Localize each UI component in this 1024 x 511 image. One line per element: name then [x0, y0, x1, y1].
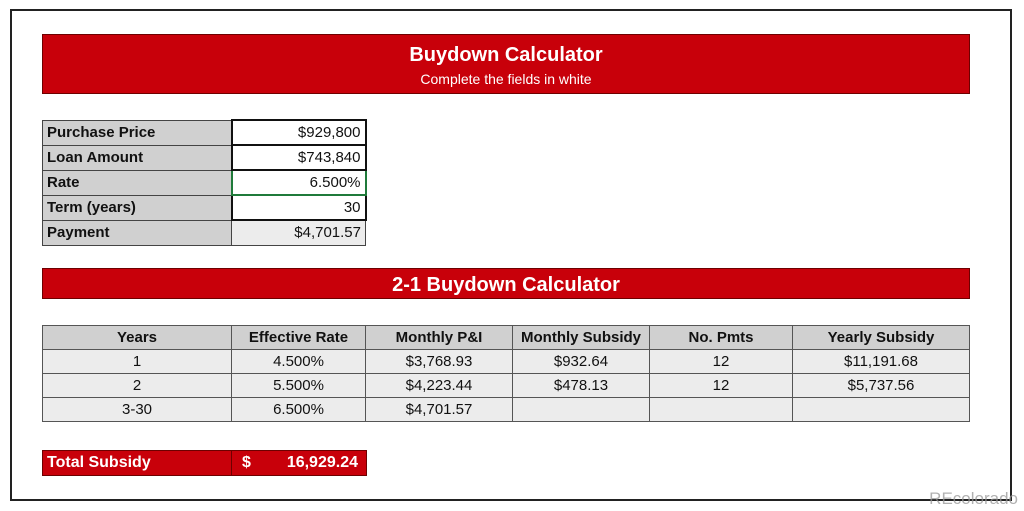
loan-amount-label: Loan Amount — [42, 144, 232, 171]
table-cell: 12 — [649, 373, 793, 398]
watermark: REcolorado — [929, 489, 1018, 508]
input-row-term: Term (years) 30 — [42, 194, 367, 221]
table-cell: 2 — [42, 373, 232, 398]
column-header-no-pmts: No. Pmts — [649, 325, 793, 350]
column-header-effective-rate: Effective Rate — [231, 325, 366, 350]
input-row-rate: Rate 6.500% — [42, 169, 367, 196]
buydown-header-row: Years Effective Rate Monthly P&I Monthly… — [42, 325, 970, 350]
inputs-table: Purchase Price $929,800 Loan Amount $743… — [42, 119, 367, 246]
input-row-loan-amount: Loan Amount $743,840 — [42, 144, 367, 171]
table-cell: $11,191.68 — [792, 349, 970, 374]
total-subsidy-amount: 16,929.24 — [286, 454, 358, 471]
table-cell: 3-30 — [42, 397, 232, 422]
payment-label: Payment — [42, 219, 232, 246]
table-row: 3-30 6.500% $4,701.57 — [42, 397, 970, 422]
column-header-monthly-pi: Monthly P&I — [365, 325, 513, 350]
purchase-price-label: Purchase Price — [42, 119, 232, 146]
table-cell — [649, 397, 793, 422]
buydown-title: 2-1 Buydown Calculator — [392, 274, 620, 296]
table-cell: 1 — [42, 349, 232, 374]
table-cell: 5.500% — [231, 373, 366, 398]
table-cell: $5,737.56 — [792, 373, 970, 398]
column-header-years: Years — [42, 325, 232, 350]
calculator-header: Buydown Calculator Complete the fields i… — [42, 34, 970, 94]
table-cell — [512, 397, 650, 422]
table-cell: $3,768.93 — [365, 349, 513, 374]
total-subsidy-value: $ 16,929.24 — [232, 451, 366, 475]
table-cell: 4.500% — [231, 349, 366, 374]
currency-symbol: $ — [242, 454, 251, 471]
total-subsidy: Total Subsidy $ 16,929.24 — [42, 450, 367, 476]
column-header-monthly-subsidy: Monthly Subsidy — [512, 325, 650, 350]
rate-label: Rate — [42, 169, 232, 196]
term-field[interactable]: 30 — [230, 194, 367, 221]
table-row: 2 5.500% $4,223.44 $478.13 12 $5,737.56 — [42, 373, 970, 398]
input-row-payment: Payment $4,701.57 — [42, 219, 366, 246]
buydown-header: 2-1 Buydown Calculator — [42, 268, 970, 299]
total-subsidy-label: Total Subsidy — [43, 451, 232, 475]
term-label: Term (years) — [42, 194, 232, 221]
input-row-purchase-price: Purchase Price $929,800 — [42, 119, 367, 146]
payment-value: $4,701.57 — [231, 219, 366, 246]
rate-field[interactable]: 6.500% — [230, 169, 367, 196]
loan-amount-field[interactable]: $743,840 — [230, 144, 367, 171]
table-cell: $4,223.44 — [365, 373, 513, 398]
table-cell: 6.500% — [231, 397, 366, 422]
table-cell: $478.13 — [512, 373, 650, 398]
calculator-subtitle: Complete the fields in white — [420, 71, 592, 87]
column-header-yearly-subsidy: Yearly Subsidy — [792, 325, 970, 350]
table-cell — [792, 397, 970, 422]
table-cell: $932.64 — [512, 349, 650, 374]
calculator-title: Buydown Calculator — [409, 44, 603, 66]
table-cell: $4,701.57 — [365, 397, 513, 422]
table-row: 1 4.500% $3,768.93 $932.64 12 $11,191.68 — [42, 349, 970, 374]
buydown-table: Years Effective Rate Monthly P&I Monthly… — [42, 325, 970, 422]
purchase-price-field[interactable]: $929,800 — [230, 119, 367, 146]
table-cell: 12 — [649, 349, 793, 374]
